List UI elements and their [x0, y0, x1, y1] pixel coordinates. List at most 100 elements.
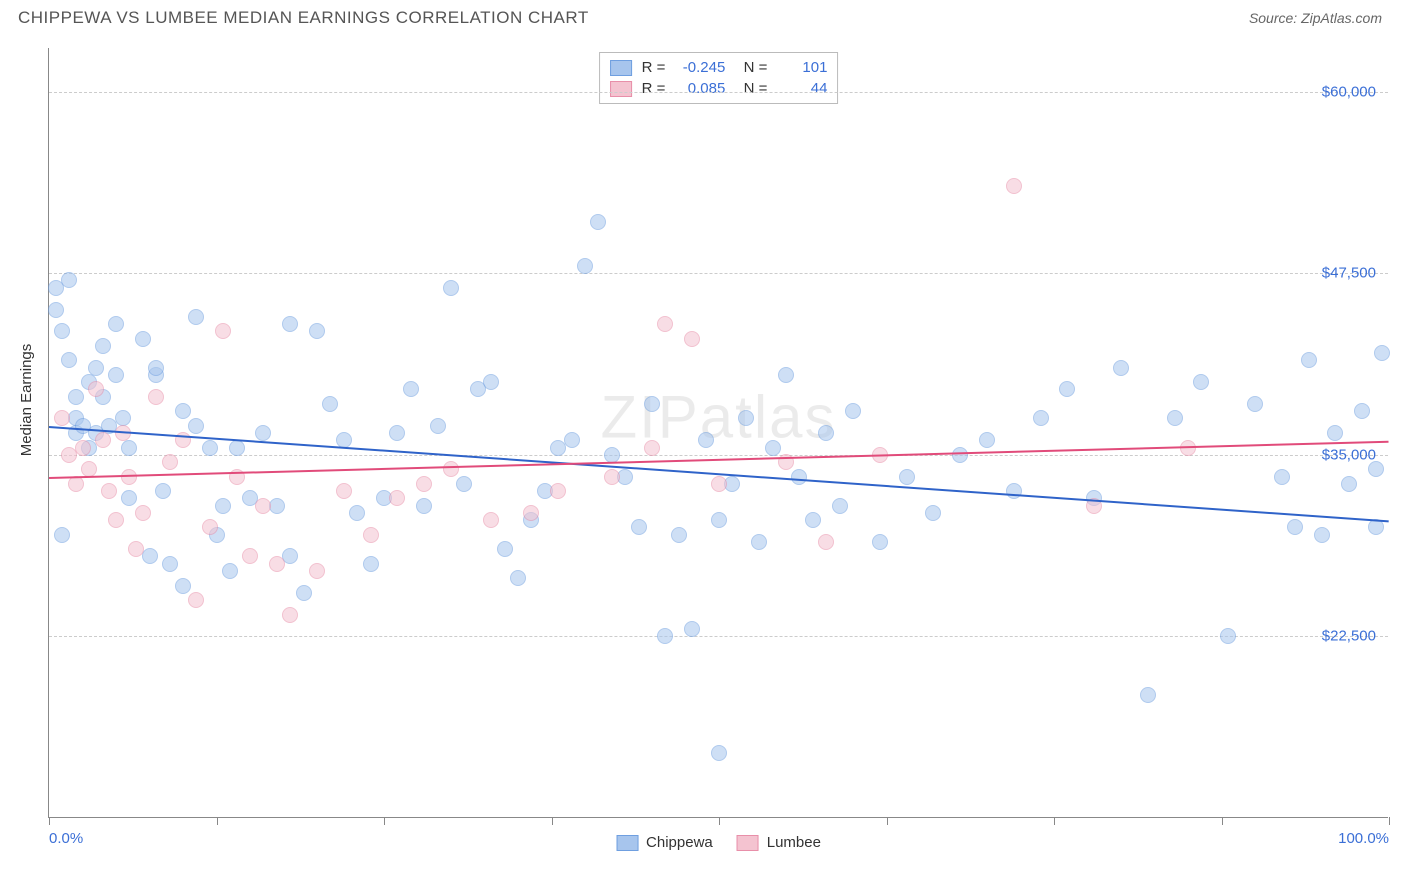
data-point — [1033, 410, 1049, 426]
data-point — [61, 272, 77, 288]
data-point — [403, 381, 419, 397]
r-label: R = — [642, 59, 666, 76]
data-point — [1287, 519, 1303, 535]
data-point — [1274, 469, 1290, 485]
data-point — [805, 512, 821, 528]
data-point — [979, 432, 995, 448]
data-point — [349, 505, 365, 521]
legend-swatch — [737, 835, 759, 851]
data-point — [282, 316, 298, 332]
data-point — [309, 323, 325, 339]
y-tick-label: $60,000 — [1322, 83, 1376, 100]
data-point — [215, 323, 231, 339]
data-point — [1006, 178, 1022, 194]
r-value: -0.245 — [675, 59, 725, 76]
correlation-stats-box: R =-0.245 N =101R =0.085 N =44 — [599, 52, 839, 104]
data-point — [899, 469, 915, 485]
data-point — [778, 367, 794, 383]
data-point — [1113, 360, 1129, 376]
y-tick-label: $47,500 — [1322, 265, 1376, 282]
data-point — [202, 440, 218, 456]
data-point — [162, 454, 178, 470]
legend-label: Chippewa — [646, 834, 713, 851]
data-point — [416, 476, 432, 492]
data-point — [175, 403, 191, 419]
data-point — [255, 425, 271, 441]
r-value: 0.085 — [675, 80, 725, 97]
stats-row: R =0.085 N =44 — [610, 78, 828, 99]
data-point — [832, 498, 848, 514]
data-point — [363, 556, 379, 572]
data-point — [322, 396, 338, 412]
data-point — [282, 607, 298, 623]
data-point — [644, 396, 660, 412]
data-point — [1301, 352, 1317, 368]
n-label: N = — [735, 80, 767, 97]
data-point — [95, 338, 111, 354]
data-point — [148, 360, 164, 376]
data-point — [175, 578, 191, 594]
x-tick-label: 0.0% — [49, 830, 83, 847]
data-point — [751, 534, 767, 550]
data-point — [550, 483, 566, 499]
data-point — [121, 490, 137, 506]
x-tick — [217, 817, 218, 825]
gridline — [49, 92, 1388, 93]
legend-item: Lumbee — [737, 834, 821, 851]
gridline — [49, 636, 1388, 637]
data-point — [1354, 403, 1370, 419]
data-point — [255, 498, 271, 514]
data-point — [483, 374, 499, 390]
x-tick — [1389, 817, 1390, 825]
x-tick — [384, 817, 385, 825]
data-point — [108, 367, 124, 383]
y-axis-label: Median Earnings — [18, 344, 35, 457]
scatter-chart: ZIPatlas R =-0.245 N =101R =0.085 N =44 … — [48, 48, 1388, 818]
x-tick — [49, 817, 50, 825]
x-tick — [719, 817, 720, 825]
data-point — [1193, 374, 1209, 390]
data-point — [162, 556, 178, 572]
data-point — [523, 505, 539, 521]
source-attribution: Source: ZipAtlas.com — [1249, 10, 1382, 26]
data-point — [497, 541, 513, 557]
data-point — [48, 302, 64, 318]
data-point — [61, 352, 77, 368]
data-point — [389, 490, 405, 506]
data-point — [202, 519, 218, 535]
data-point — [269, 556, 285, 572]
x-tick — [552, 817, 553, 825]
data-point — [872, 534, 888, 550]
data-point — [698, 432, 714, 448]
data-point — [443, 461, 459, 477]
data-point — [68, 389, 84, 405]
data-point — [389, 425, 405, 441]
data-point — [1314, 527, 1330, 543]
data-point — [738, 410, 754, 426]
data-point — [135, 331, 151, 347]
data-point — [88, 381, 104, 397]
data-point — [791, 469, 807, 485]
series-swatch — [610, 60, 632, 76]
x-tick — [1222, 817, 1223, 825]
data-point — [456, 476, 472, 492]
data-point — [925, 505, 941, 521]
data-point — [483, 512, 499, 528]
chart-legend: Chippewa Lumbee — [616, 834, 821, 851]
data-point — [108, 316, 124, 332]
data-point — [644, 440, 660, 456]
data-point — [818, 425, 834, 441]
data-point — [54, 410, 70, 426]
data-point — [952, 447, 968, 463]
data-point — [1059, 381, 1075, 397]
data-point — [818, 534, 834, 550]
data-point — [88, 360, 104, 376]
data-point — [108, 512, 124, 528]
data-point — [336, 483, 352, 499]
data-point — [416, 498, 432, 514]
data-point — [296, 585, 312, 601]
data-point — [188, 418, 204, 434]
data-point — [1220, 628, 1236, 644]
legend-label: Lumbee — [767, 834, 821, 851]
data-point — [684, 331, 700, 347]
